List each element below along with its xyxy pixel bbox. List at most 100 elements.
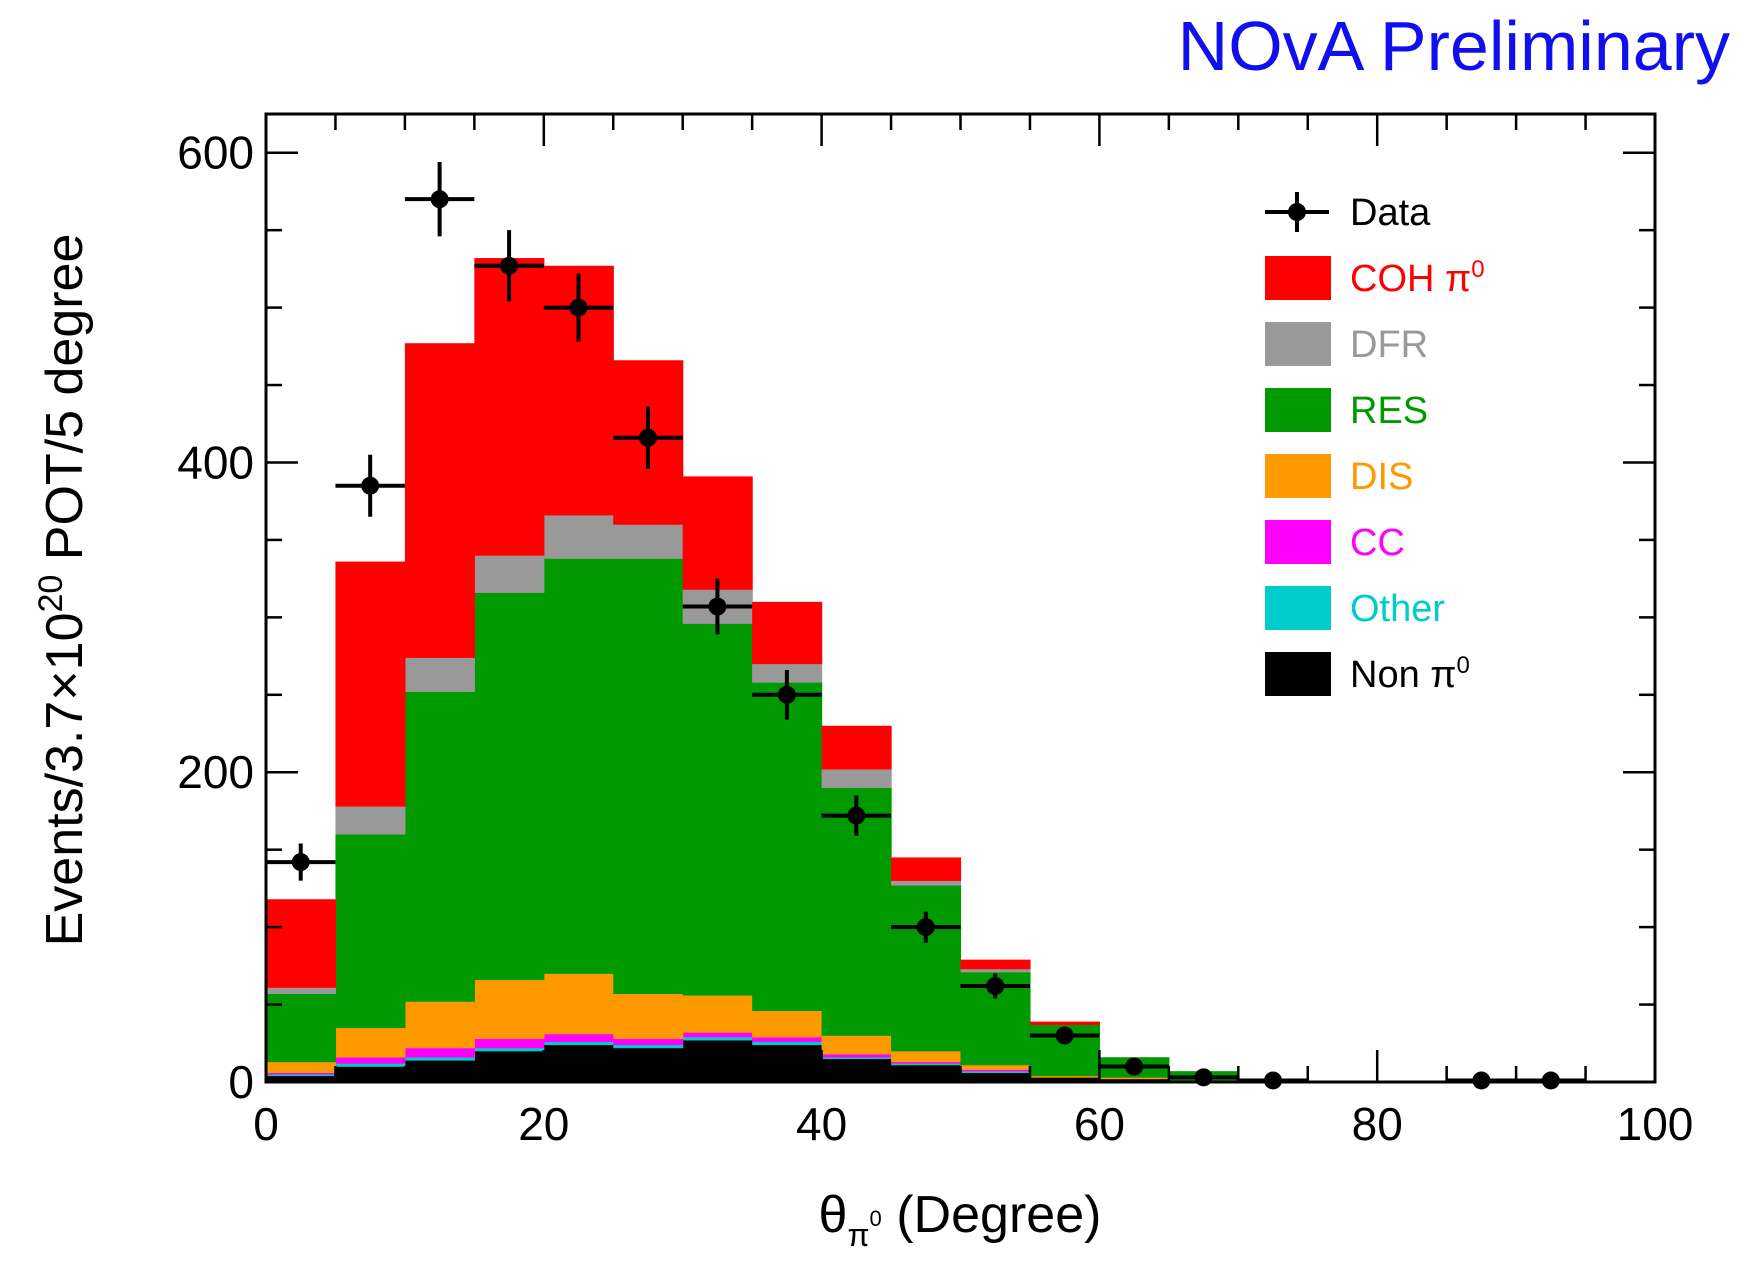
data-point <box>1168 1068 1239 1087</box>
data-point <box>1099 1057 1169 1076</box>
bar-dis-bin-5 <box>613 993 684 1039</box>
x-axis-title: θπ0 (Degree) <box>819 1186 1102 1253</box>
bar-dfr-bin-1 <box>335 806 406 835</box>
bar-dis-bin-12 <box>1099 1077 1170 1080</box>
bar-coh-0-bin-11 <box>1029 1021 1100 1025</box>
bar-coh-0-bin-10 <box>960 959 1031 970</box>
legend-swatch-other <box>1265 586 1331 630</box>
bar-cc-bin-6 <box>682 1032 753 1038</box>
y-tick-label: 600 <box>177 127 254 179</box>
bar-non-0-bin-0 <box>266 1075 337 1083</box>
data-point <box>266 843 336 881</box>
legend-label-res: RES <box>1350 390 1428 432</box>
bar-cc-bin-3 <box>474 1038 545 1049</box>
bar-coh-0-bin-7 <box>752 601 823 665</box>
data-point <box>821 795 892 836</box>
data-point-marker <box>1541 1071 1560 1090</box>
bar-res-bin-6 <box>682 623 753 996</box>
x-tick-label: 0 <box>253 1098 279 1150</box>
data-point <box>752 670 822 720</box>
bar-dis-bin-2 <box>404 1001 475 1049</box>
data-point <box>682 578 753 635</box>
data-point <box>543 273 614 342</box>
bar-coh-0-bin-3 <box>474 258 545 556</box>
x-tick-label: 40 <box>796 1098 847 1150</box>
x-tick-label: 80 <box>1352 1098 1403 1150</box>
data-point <box>891 911 961 943</box>
legend-swatch-cc <box>1265 520 1331 564</box>
data-point-marker <box>916 918 935 937</box>
legend-item-coh-0: COH π0 <box>1265 256 1485 300</box>
bar-dis-bin-10 <box>960 1064 1031 1070</box>
bar-cc-bin-9 <box>891 1061 962 1064</box>
bar-cc-bin-5 <box>613 1038 684 1046</box>
legend-item-res: RES <box>1265 388 1428 432</box>
preliminary-watermark: NOvA Preliminary <box>1178 7 1730 85</box>
data-point-marker <box>1264 1071 1283 1090</box>
bar-cc-bin-4 <box>543 1033 614 1043</box>
bar-dis-bin-11 <box>1029 1075 1100 1078</box>
bar-dfr-bin-3 <box>474 555 545 593</box>
data-point-marker <box>986 976 1005 995</box>
y-axis-title: Events/3.7×1020 POT/5 degree <box>32 234 94 947</box>
legend-item-cc: CC <box>1265 520 1405 564</box>
bar-res-bin-2 <box>404 691 475 1002</box>
bar-cc-bin-0 <box>266 1072 337 1075</box>
bar-dfr-bin-2 <box>404 657 475 693</box>
bar-dis-bin-3 <box>474 979 545 1039</box>
bar-res-bin-4 <box>543 558 614 974</box>
legend-label-dfr: DFR <box>1350 324 1428 366</box>
data-point <box>1238 1071 1308 1090</box>
x-tick-label: 60 <box>1074 1098 1125 1150</box>
legend-swatch-dfr <box>1265 322 1331 366</box>
bar-res-bin-5 <box>613 558 684 995</box>
bar-non-0-bin-10 <box>960 1072 1031 1083</box>
bar-dis-bin-1 <box>335 1027 406 1058</box>
legend-label-data: Data <box>1350 192 1431 234</box>
legend-swatch-coh-0 <box>1265 256 1331 300</box>
data-point <box>1029 1026 1100 1045</box>
x-tick-label: 100 <box>1617 1098 1694 1150</box>
bar-dis-bin-9 <box>891 1051 962 1063</box>
data-points <box>266 162 1586 1090</box>
bar-non-0-bin-3 <box>474 1051 545 1083</box>
bar-dis-bin-7 <box>752 1010 823 1038</box>
legend-swatch-dis <box>1265 454 1331 498</box>
bar-coh-0-bin-1 <box>335 561 406 807</box>
legend-label-other: Other <box>1350 588 1445 630</box>
data-point-marker <box>1125 1057 1144 1076</box>
bar-dfr-bin-5 <box>613 524 684 559</box>
y-tick-label: 0 <box>228 1056 254 1108</box>
legend-label-coh-0: COH π0 <box>1350 256 1485 300</box>
data-point-marker <box>847 806 866 825</box>
data-point-marker <box>708 597 727 616</box>
data-point <box>335 454 405 517</box>
y-tick-label: 400 <box>177 436 254 488</box>
bar-other-bin-4 <box>543 1041 614 1046</box>
bar-res-bin-3 <box>474 592 545 981</box>
bar-res-bin-7 <box>752 682 823 1012</box>
bar-coh-0-bin-2 <box>404 343 475 658</box>
bar-dfr-bin-9 <box>891 880 962 886</box>
bar-dfr-bin-0 <box>266 987 337 995</box>
data-point-marker <box>430 190 449 209</box>
legend-label-dis: DIS <box>1350 456 1413 498</box>
axes: 0 20 40 60 80 100 0 200 400 600 <box>177 112 1694 1150</box>
bar-non-0-bin-7 <box>752 1044 823 1083</box>
bar-dfr-bin-4 <box>543 515 614 559</box>
bar-non-0-bin-6 <box>682 1040 753 1083</box>
bar-non-0-bin-2 <box>404 1060 475 1083</box>
bar-non-0-bin-8 <box>821 1058 892 1083</box>
data-point <box>404 162 475 237</box>
legend-item-dfr: DFR <box>1265 322 1428 366</box>
x-tick-label: 20 <box>518 1098 569 1150</box>
data-point-marker <box>291 853 310 872</box>
bar-res-bin-9 <box>891 885 962 1052</box>
bar-dfr-bin-10 <box>960 968 1031 973</box>
data-point-marker <box>361 476 380 495</box>
bar-cc-bin-1 <box>335 1057 406 1064</box>
bar-non-0-bin-9 <box>891 1064 962 1083</box>
data-point <box>960 973 1030 999</box>
data-point-marker <box>638 428 657 447</box>
bar-non-0-bin-11 <box>1029 1077 1100 1083</box>
